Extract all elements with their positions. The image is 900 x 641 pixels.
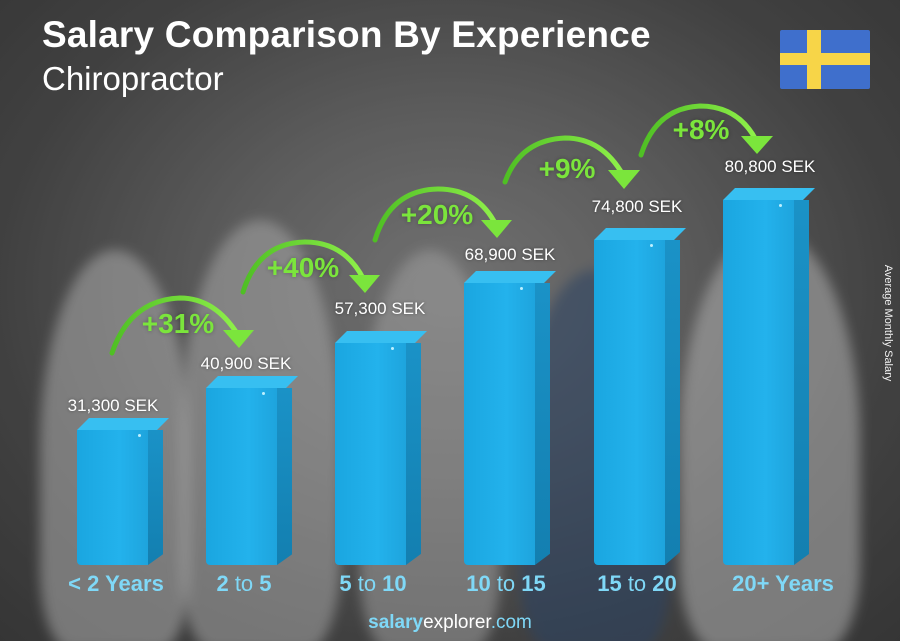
bar-highlight [138, 434, 141, 437]
bar-highlight [262, 392, 265, 395]
percent-increase-label: +9% [538, 153, 596, 184]
arrow-head-icon [608, 170, 640, 189]
x-label-start: 10 [466, 571, 491, 596]
site-brand-link[interactable]: salaryexplorer.com [368, 612, 532, 634]
brand-explorer: explorer [423, 612, 491, 633]
bar-side [406, 343, 421, 565]
percent-increase-label: +40% [266, 252, 340, 283]
arrow-head-icon [741, 136, 773, 154]
chart-subtitle: Chiropractor [42, 60, 224, 97]
x-label-end: 20 [652, 571, 677, 596]
value-label: 80,800 SEK [724, 157, 816, 176]
percent-increase-label: +20% [400, 199, 474, 230]
sweden-flag-icon [780, 30, 870, 89]
brand-domain: .com [490, 612, 532, 633]
percent-increase-label: +8% [672, 114, 730, 145]
value-label: 68,900 SEK [464, 245, 556, 264]
x-label-text: 20+ Years [732, 571, 834, 596]
arrow-curve-icon [502, 135, 626, 185]
x-axis-label: 2 to 5 [216, 571, 271, 597]
bar-highlight [391, 347, 394, 350]
x-axis-label: 5 to 10 [339, 571, 406, 597]
arrow-head-icon [349, 275, 380, 293]
value-label: 31,300 SEK [67, 396, 159, 415]
bar-2 [335, 331, 427, 565]
x-label-start: 15 [597, 571, 622, 596]
bar-side [277, 388, 292, 565]
bar-5 [723, 188, 815, 565]
chart-title: Salary Comparison By Experience [42, 14, 651, 55]
arrow-curve-icon [372, 186, 499, 243]
bar-front [77, 430, 148, 565]
x-label-end: 5 [259, 571, 272, 596]
arrow-head-icon [223, 330, 254, 348]
x-label-end: 10 [382, 571, 407, 596]
x-label-to: to [621, 571, 653, 596]
bar-highlight [520, 287, 523, 290]
x-label-start: 2 [216, 571, 229, 596]
bar-side [535, 283, 550, 565]
bar-front [723, 200, 794, 565]
bar-front [335, 343, 406, 565]
arrow-curve-icon [240, 239, 367, 295]
bar-front [206, 388, 277, 565]
value-label: 40,900 SEK [200, 354, 292, 373]
x-axis-label: 15 to 20 [597, 571, 677, 597]
flag-cross-horizontal [780, 53, 870, 65]
x-label-to: to [228, 571, 260, 596]
percent-increase-label: +31% [141, 308, 215, 339]
x-axis-label: 20+ Years [732, 571, 834, 597]
bar-side [148, 430, 163, 565]
value-label: 74,800 SEK [591, 197, 683, 216]
x-axis-label: 10 to 15 [466, 571, 546, 597]
arrow-head-icon [481, 220, 512, 238]
arrow-curve-icon [638, 103, 759, 158]
bar-4 [594, 228, 686, 565]
x-label-text: < 2 Years [68, 571, 164, 596]
bar-highlight [650, 244, 653, 247]
bar-side [665, 240, 680, 565]
x-label-to: to [490, 571, 522, 596]
arrow-curve-icon [109, 295, 241, 356]
x-label-start: 5 [339, 571, 352, 596]
bar-front [594, 240, 665, 565]
bar-front [464, 283, 535, 565]
bar-3 [464, 271, 556, 565]
x-axis-label: < 2 Years [68, 571, 164, 597]
bar-side [794, 200, 809, 565]
bar-0 [77, 418, 169, 565]
x-label-end: 15 [521, 571, 546, 596]
bar-1 [206, 376, 298, 565]
x-label-to: to [351, 571, 383, 596]
brand-salary: salary [368, 612, 424, 633]
value-label: 57,300 SEK [334, 299, 426, 318]
bar-highlight [779, 204, 782, 207]
